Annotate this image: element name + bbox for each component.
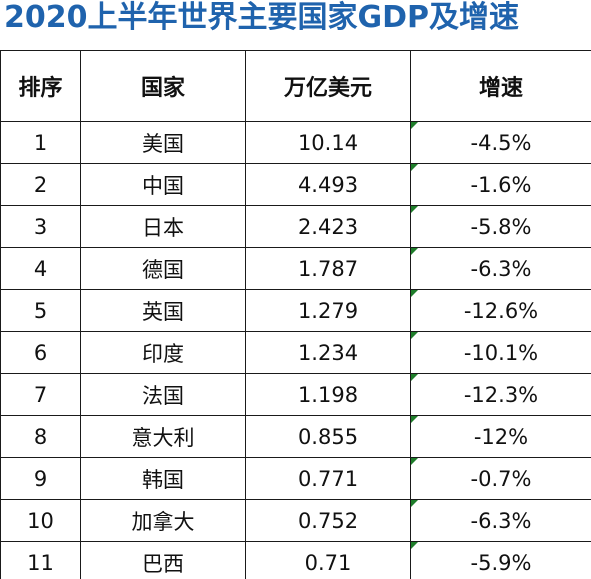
table-row: 7 法国 1.198 -12.3% <box>0 373 591 416</box>
growth-cell: -5.9% <box>410 541 591 579</box>
rank-cell: 7 <box>0 373 81 416</box>
table-header-row: 排序 国家 万亿美元 增速 <box>0 50 591 122</box>
cell-flag-icon <box>411 164 418 171</box>
gdp-cell: 4.493 <box>245 163 411 206</box>
cell-flag-icon <box>411 416 418 423</box>
header-rank: 排序 <box>0 50 81 122</box>
cell-flag-icon <box>411 122 418 129</box>
gdp-cell: 1.198 <box>245 373 411 416</box>
header-country: 国家 <box>80 50 246 122</box>
growth-cell: -6.3% <box>410 499 591 542</box>
growth-value: -0.7% <box>470 466 532 491</box>
country-cell: 韩国 <box>80 457 246 500</box>
gdp-cell: 0.771 <box>245 457 411 500</box>
rank-cell: 2 <box>0 163 81 206</box>
country-cell: 意大利 <box>80 415 246 458</box>
rank-cell: 5 <box>0 289 81 332</box>
page-title: 2020上半年世界主要国家GDP及增速 <box>4 0 520 35</box>
gdp-table: 排序 国家 万亿美元 增速 1 美国 10.14 -4.5% 2 中国 4.49… <box>0 50 591 579</box>
rank-cell: 3 <box>0 205 81 248</box>
table-row: 1 美国 10.14 -4.5% <box>0 121 591 164</box>
growth-cell: -12.6% <box>410 289 591 332</box>
growth-cell: -4.5% <box>410 121 591 164</box>
growth-value: -5.9% <box>470 550 532 575</box>
table-row: 3 日本 2.423 -5.8% <box>0 205 591 248</box>
growth-value: -6.3% <box>470 256 532 281</box>
header-growth: 增速 <box>410 50 591 122</box>
country-cell: 德国 <box>80 247 246 290</box>
gdp-cell: 1.234 <box>245 331 411 374</box>
country-cell: 美国 <box>80 121 246 164</box>
cell-flag-icon <box>411 374 418 381</box>
table-row: 2 中国 4.493 -1.6% <box>0 163 591 206</box>
rank-cell: 9 <box>0 457 81 500</box>
growth-cell: -0.7% <box>410 457 591 500</box>
table-row: 10 加拿大 0.752 -6.3% <box>0 499 591 542</box>
gdp-cell: 1.279 <box>245 289 411 332</box>
table-row: 9 韩国 0.771 -0.7% <box>0 457 591 500</box>
rank-cell: 1 <box>0 121 81 164</box>
rank-cell: 11 <box>0 541 81 579</box>
gdp-cell: 2.423 <box>245 205 411 248</box>
rank-cell: 8 <box>0 415 81 458</box>
growth-cell: -10.1% <box>410 331 591 374</box>
country-cell: 日本 <box>80 205 246 248</box>
cell-flag-icon <box>411 206 418 213</box>
table-row: 8 意大利 0.855 -12% <box>0 415 591 458</box>
country-cell: 巴西 <box>80 541 246 579</box>
table-row: 6 印度 1.234 -10.1% <box>0 331 591 374</box>
gdp-cell: 0.752 <box>245 499 411 542</box>
cell-flag-icon <box>411 332 418 339</box>
country-cell: 印度 <box>80 331 246 374</box>
cell-flag-icon <box>411 290 418 297</box>
growth-cell: -5.8% <box>410 205 591 248</box>
country-cell: 中国 <box>80 163 246 206</box>
gdp-cell: 1.787 <box>245 247 411 290</box>
cell-flag-icon <box>411 500 418 507</box>
gdp-cell: 0.855 <box>245 415 411 458</box>
growth-value: -12.6% <box>463 298 539 323</box>
growth-value: -1.6% <box>470 172 532 197</box>
gdp-cell: 10.14 <box>245 121 411 164</box>
growth-cell: -12.3% <box>410 373 591 416</box>
table-row: 11 巴西 0.71 -5.9% <box>0 541 591 579</box>
growth-cell: -1.6% <box>410 163 591 206</box>
table-row: 5 英国 1.279 -12.6% <box>0 289 591 332</box>
growth-value: -10.1% <box>463 340 539 365</box>
cell-flag-icon <box>411 542 418 549</box>
country-cell: 加拿大 <box>80 499 246 542</box>
growth-value: -6.3% <box>470 508 532 533</box>
growth-value: -12.3% <box>463 382 539 407</box>
header-gdp: 万亿美元 <box>245 50 411 122</box>
cell-flag-icon <box>411 458 418 465</box>
growth-value: -4.5% <box>470 130 532 155</box>
country-cell: 英国 <box>80 289 246 332</box>
rank-cell: 10 <box>0 499 81 542</box>
country-cell: 法国 <box>80 373 246 416</box>
growth-cell: -12% <box>410 415 591 458</box>
growth-value: -5.8% <box>470 214 532 239</box>
rank-cell: 4 <box>0 247 81 290</box>
table-row: 4 德国 1.787 -6.3% <box>0 247 591 290</box>
growth-cell: -6.3% <box>410 247 591 290</box>
growth-value: -12% <box>473 424 529 449</box>
gdp-cell: 0.71 <box>245 541 411 579</box>
cell-flag-icon <box>411 248 418 255</box>
rank-cell: 6 <box>0 331 81 374</box>
